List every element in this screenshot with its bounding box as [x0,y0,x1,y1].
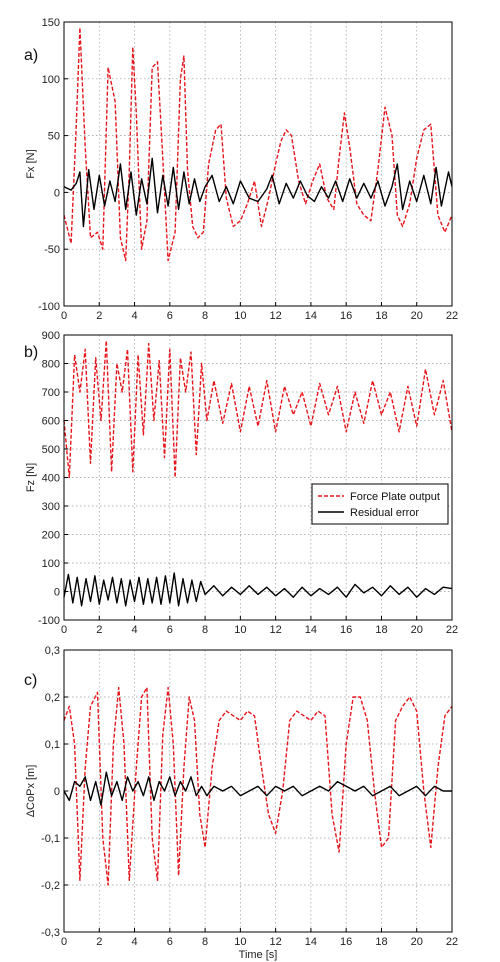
x-tick-label: 0 [61,624,67,636]
y-tick-label: 800 [42,359,60,371]
series-line-force-plate-output [63,340,453,479]
y-tick-label: 500 [42,444,60,456]
y-tick-label: 0,1 [45,739,60,751]
x-tick-label: 22 [446,936,458,948]
legend-box [311,483,449,525]
legend-label: Residual error [350,507,419,519]
y-tick-label: 400 [42,473,60,485]
y-tick-label: 100 [42,558,60,570]
y-tick-label: -100 [38,615,60,627]
legend-label: Force Plate output [350,491,440,503]
x-tick-label: 2 [96,936,102,948]
plot-frame [63,334,453,621]
panel-label: b) [24,344,38,361]
x-tick-label: 10 [234,310,246,322]
series-line-residual-error [63,572,453,607]
x-tick-label: 8 [202,936,208,948]
x-tick-label: 6 [167,624,173,636]
series-line-residual-error [63,157,453,228]
x-tick-label: 20 [411,624,423,636]
plot-frame [63,21,453,307]
y-tick-label: 0,3 [45,645,60,657]
x-tick-label: 18 [375,310,387,322]
y-tick-label: 300 [42,501,60,513]
series-line-force-plate-output [63,686,453,886]
y-tick-label: 150 [42,17,60,29]
chart-panel-2: 0 2 4 6 8 10 12 14 16 18 20 22-10001002003004005006… [24,330,458,636]
y-tick-label: -100 [38,301,60,313]
x-tick-label: 2 [96,624,102,636]
x-tick-label: 14 [305,310,317,322]
x-tick-label: 4 [131,936,137,948]
y-tick-label: 0,2 [45,692,60,704]
series-line-residual-error [63,771,452,806]
x-tick-label: 16 [340,310,352,322]
y-tick-label: 0 [54,587,60,599]
y-tick-label: -50 [44,244,60,256]
y-axis-label: Fx [N] [25,149,37,178]
x-tick-label: 0 [61,936,67,948]
x-tick-label: 16 [340,624,352,636]
panel-label: a) [24,47,38,64]
x-axis-label: Time [s] [239,949,278,961]
x-tick-label: 18 [375,936,387,948]
x-tick-label: 20 [411,310,423,322]
x-tick-label: 6 [167,936,173,948]
x-tick-label: 22 [446,624,458,636]
chart-panel-3: 0 2 4 6 8 10 12 14 16 18 20 22 -0,3 -0,2 -0,1 0 0,1 0,2 0,… [24,645,458,961]
x-tick-label: 4 [131,310,137,322]
y-tick-label: 200 [42,530,60,542]
x-tick-label: 4 [131,624,137,636]
y-tick-label: 700 [42,387,60,399]
y-tick-label: 600 [42,416,60,428]
x-tick-label: 10 [234,936,246,948]
x-tick-label: 12 [270,936,282,948]
x-tick-label: 2 [96,310,102,322]
chart-panel-1: 0 2 4 6 8 10 12 14 16 18 20 22 -100 -50 0 50 100 150 Fx [N… [24,17,458,322]
x-tick-label: 14 [305,624,317,636]
x-tick-label: 10 [234,624,246,636]
y-axis-label: ΔCoPx [m] [25,765,37,818]
x-tick-label: 12 [270,310,282,322]
x-tick-label: 18 [375,624,387,636]
y-tick-label: 100 [42,74,60,86]
y-tick-label: 0 [54,187,60,199]
y-tick-label: -0,1 [41,833,60,845]
x-tick-label: 6 [167,310,173,322]
series-line-force-plate-output [63,27,453,262]
x-tick-label: 20 [411,936,423,948]
x-tick-label: 12 [270,624,282,636]
y-tick-label: -0,2 [41,880,60,892]
y-tick-label: 50 [48,131,60,143]
legend: Force Plate output Residual error [311,483,449,525]
y-tick-label: 900 [42,330,60,342]
y-axis-label: Fz [N] [25,463,37,492]
x-tick-label: 22 [446,310,458,322]
y-tick-label: -0,3 [41,927,60,939]
x-tick-label: 0 [61,310,67,322]
x-tick-label: 14 [305,936,317,948]
y-tick-label: 0 [54,786,60,798]
x-tick-label: 8 [202,624,208,636]
panel-label: c) [24,672,37,689]
x-tick-label: 16 [340,936,352,948]
x-tick-label: 8 [202,310,208,322]
